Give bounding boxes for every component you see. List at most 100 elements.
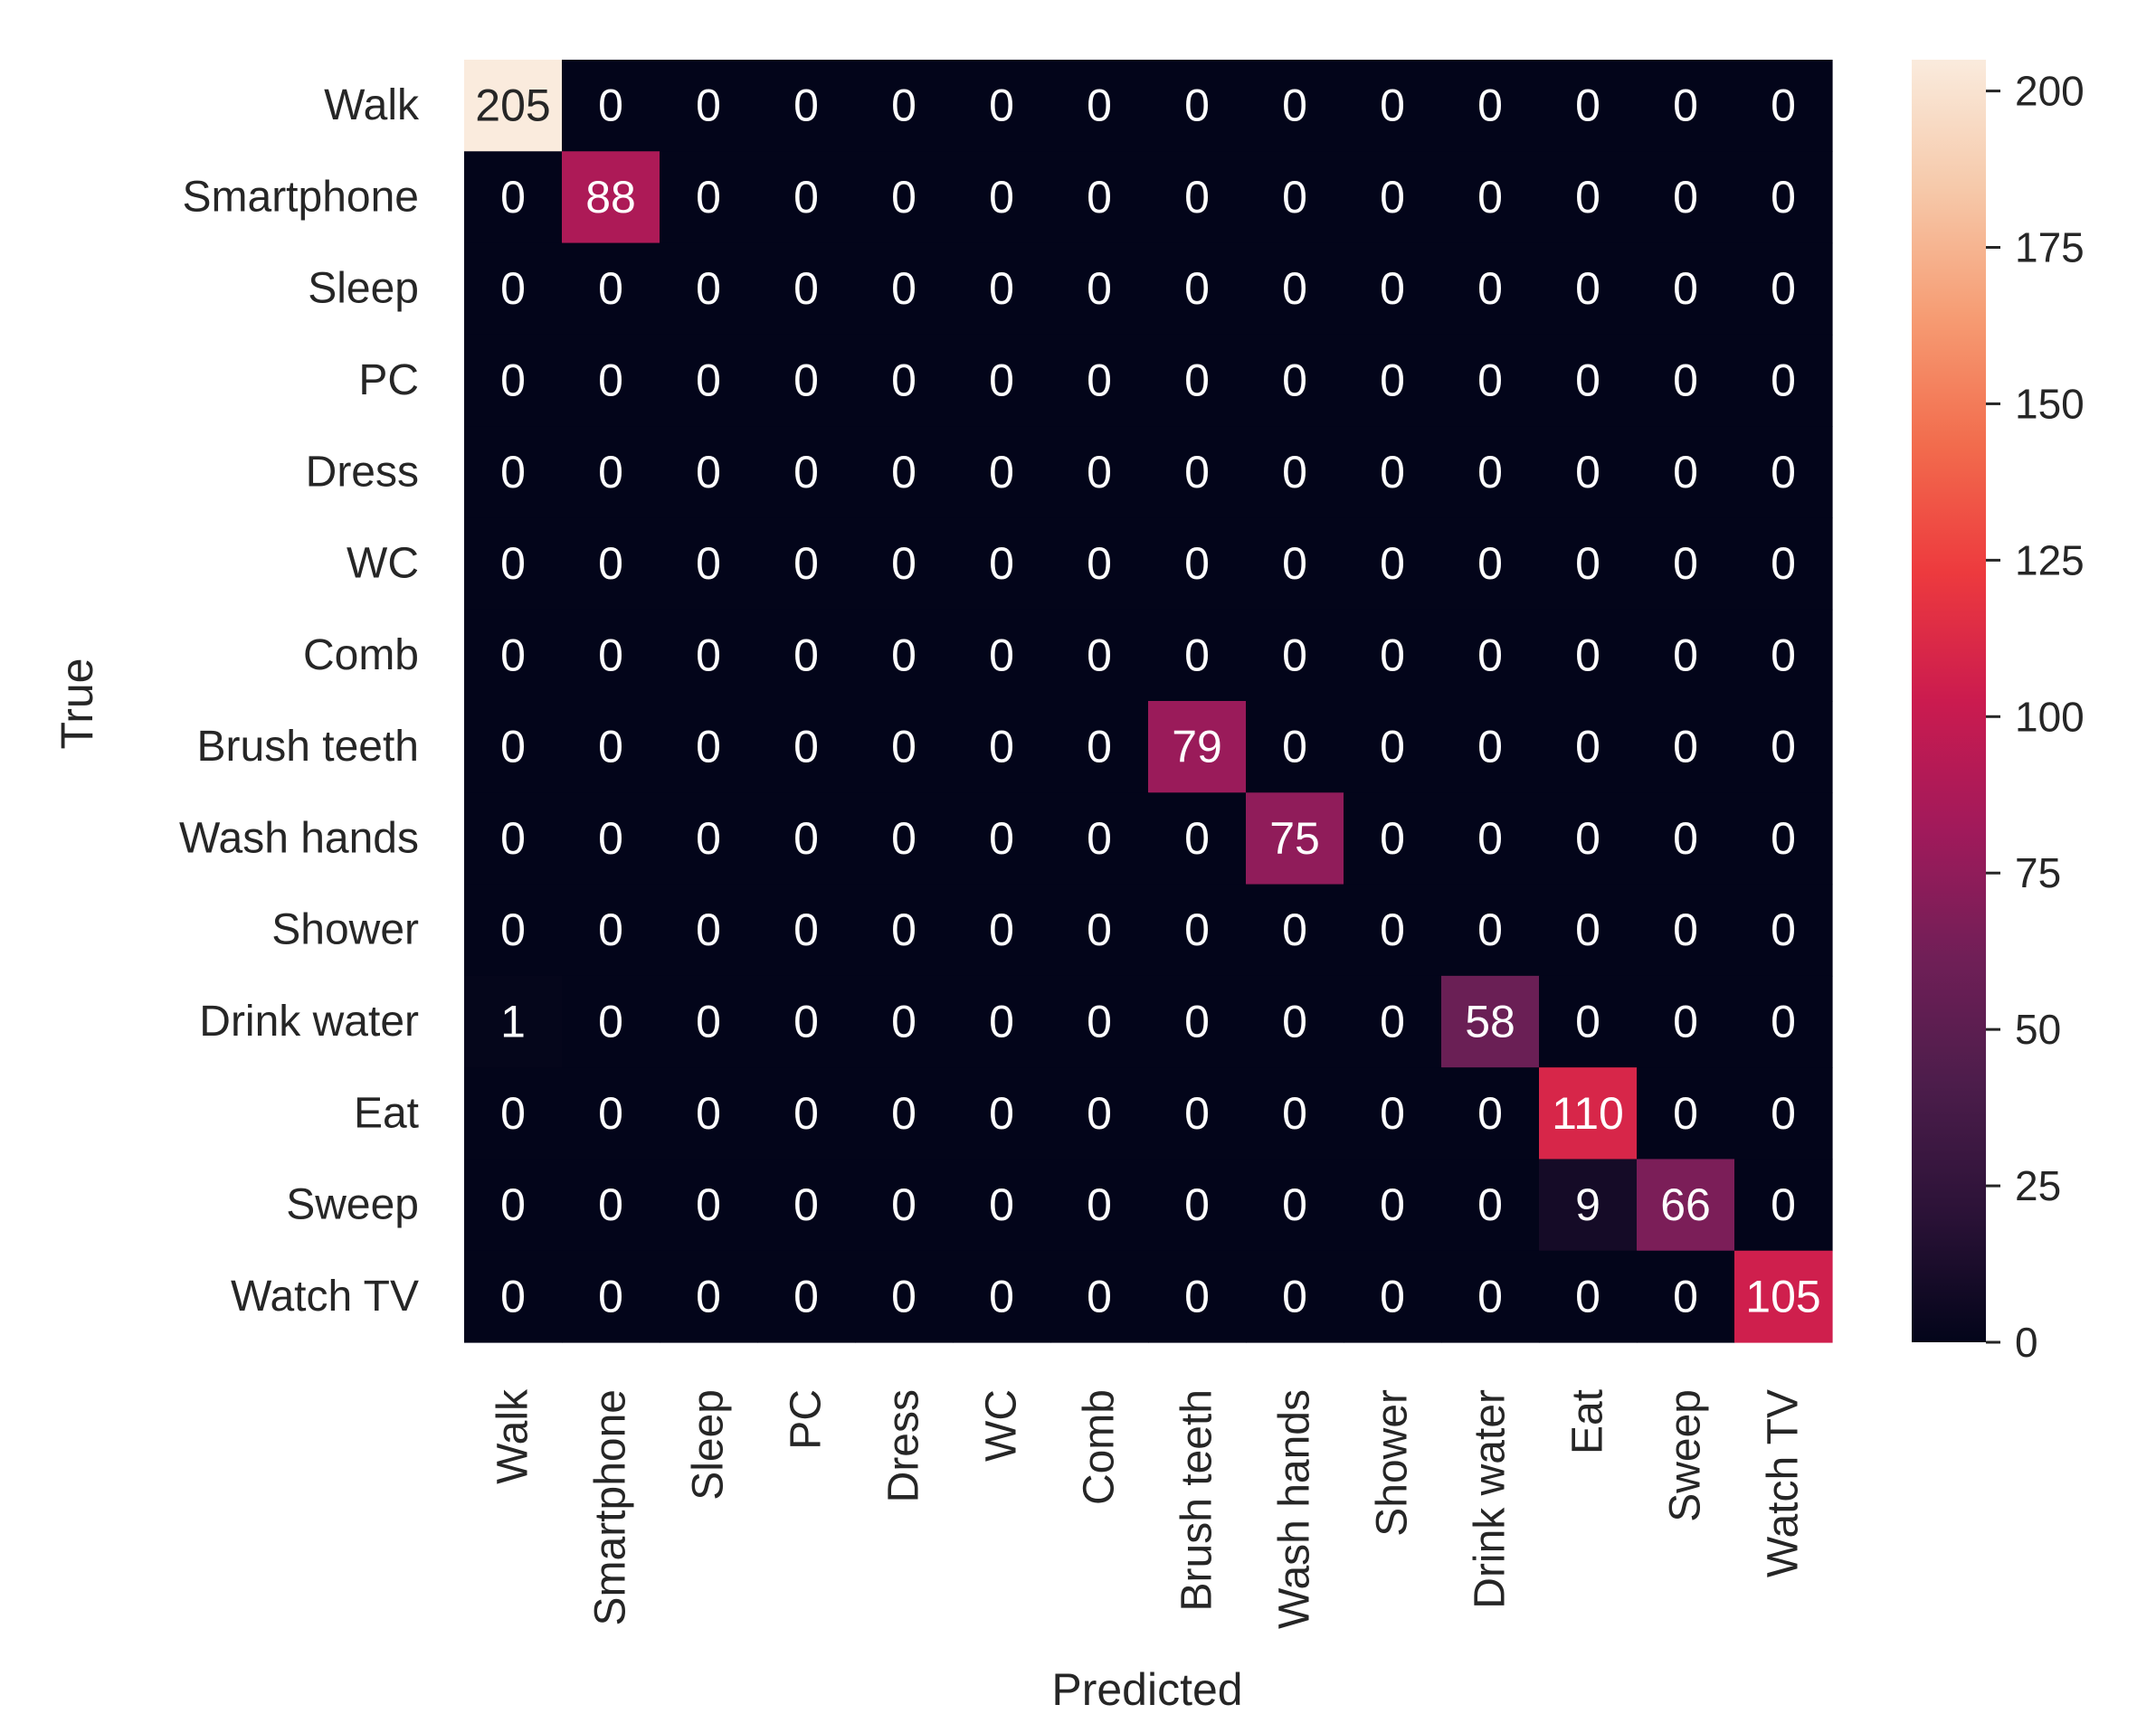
cell-value-label: 58 bbox=[1465, 997, 1515, 1047]
heatmap-cell bbox=[1539, 884, 1638, 977]
cell-value-label: 0 bbox=[500, 263, 526, 314]
heatmap-cell bbox=[953, 792, 1051, 885]
heatmap-cell bbox=[1637, 1159, 1735, 1252]
heatmap-cell bbox=[1734, 609, 1833, 702]
cell-value-label: 0 bbox=[989, 997, 1014, 1047]
cell-value-label: 0 bbox=[989, 813, 1014, 864]
colorbar-tick-label: 200 bbox=[2015, 68, 2085, 115]
heatmap-cell bbox=[562, 975, 660, 1068]
heatmap-cell bbox=[855, 1159, 954, 1252]
cell-value-label: 0 bbox=[989, 80, 1014, 131]
heatmap-cell bbox=[464, 1067, 563, 1160]
cell-value-label: 0 bbox=[696, 997, 721, 1047]
heatmap-cell bbox=[1637, 60, 1735, 152]
heatmap-cell bbox=[562, 426, 660, 519]
heatmap-cell bbox=[1539, 151, 1638, 244]
heatmap-cell bbox=[855, 151, 954, 244]
cell-value-label: 0 bbox=[500, 1088, 526, 1139]
cell-value-label: 0 bbox=[793, 997, 819, 1047]
cell-value-label: 0 bbox=[891, 904, 917, 955]
row-tick-label: Eat bbox=[354, 1089, 419, 1137]
heatmap-cell bbox=[1344, 884, 1442, 977]
cell-value-label: 0 bbox=[1380, 1179, 1405, 1230]
cell-value-label: 0 bbox=[891, 1271, 917, 1321]
cell-value-label: 0 bbox=[1282, 722, 1307, 772]
cell-value-label: 0 bbox=[696, 1271, 721, 1321]
colorbar-tick-label: 50 bbox=[2015, 1006, 2061, 1053]
heatmap-cell bbox=[855, 334, 954, 427]
heatmap-cell bbox=[660, 1159, 758, 1252]
cell-value-label: 0 bbox=[1380, 722, 1405, 772]
cell-value-label: 0 bbox=[696, 722, 721, 772]
column-tick-label: Brush teeth bbox=[1173, 1389, 1221, 1611]
heatmap-cell bbox=[953, 701, 1051, 793]
heatmap-cell bbox=[1344, 975, 1442, 1068]
cell-value-label: 9 bbox=[1575, 1179, 1600, 1230]
cell-value-label: 0 bbox=[1673, 263, 1698, 314]
colorbar-tick-label: 75 bbox=[2015, 849, 2061, 896]
cell-value-label: 0 bbox=[891, 263, 917, 314]
heatmap-cell bbox=[1734, 151, 1833, 244]
cell-value-label: 0 bbox=[1282, 263, 1307, 314]
cell-value-label: 0 bbox=[1087, 813, 1112, 864]
heatmap-cell bbox=[464, 426, 563, 519]
colorbar-ticks: 0 25 50 75 100 125 150 175 200 bbox=[1986, 68, 2085, 1366]
heatmap-cell bbox=[464, 151, 563, 244]
heatmap-cell bbox=[464, 884, 563, 977]
cell-value-label: 0 bbox=[793, 538, 819, 589]
colorbar bbox=[1912, 60, 1986, 1342]
heatmap-cell bbox=[757, 426, 856, 519]
heatmap-cell bbox=[1734, 1159, 1833, 1252]
cell-value-label: 0 bbox=[598, 1088, 623, 1139]
heatmap-cell bbox=[757, 1067, 856, 1160]
heatmap-cell bbox=[1148, 334, 1247, 427]
heatmap-cell bbox=[757, 60, 856, 152]
heatmap-cell bbox=[855, 426, 954, 519]
cell-value-label: 0 bbox=[1282, 538, 1307, 589]
column-labels: Walk Smartphone Sleep PC Dress WC Comb Brush te… bbox=[489, 1388, 1808, 1629]
heatmap-cell bbox=[1050, 792, 1149, 885]
cell-value-label: 0 bbox=[1477, 447, 1503, 497]
row-labels: Walk Smartphone Sleep PC Dress WC Comb Brush te… bbox=[179, 81, 420, 1321]
heatmap-cell bbox=[1539, 426, 1638, 519]
cell-value-label: 0 bbox=[891, 1179, 917, 1230]
cell-value-label: 0 bbox=[696, 172, 721, 223]
heatmap-cell bbox=[1148, 701, 1247, 793]
cell-value-label: 0 bbox=[1184, 1179, 1210, 1230]
heatmap-cell bbox=[1637, 151, 1735, 244]
heatmap-cell bbox=[1539, 792, 1638, 885]
cell-value-label: 0 bbox=[696, 630, 721, 680]
cell-value-label: 0 bbox=[793, 355, 819, 406]
cell-value-label: 0 bbox=[1282, 904, 1307, 955]
cell-value-label: 0 bbox=[1673, 1088, 1698, 1139]
column-tick-label: Eat bbox=[1564, 1389, 1612, 1454]
heatmap-cell bbox=[757, 151, 856, 244]
heatmap-cell bbox=[1246, 1250, 1344, 1343]
cell-value-label: 0 bbox=[696, 263, 721, 314]
cell-value-label: 0 bbox=[989, 538, 1014, 589]
heatmap-cell bbox=[1148, 792, 1247, 885]
cell-value-label: 0 bbox=[598, 538, 623, 589]
cell-value-label: 0 bbox=[1477, 722, 1503, 772]
heatmap-cell bbox=[1246, 1067, 1344, 1160]
cell-value-label: 75 bbox=[1269, 813, 1320, 864]
heatmap-cell bbox=[1637, 609, 1735, 702]
heatmap-cell bbox=[1246, 1159, 1344, 1252]
cell-value-label: 0 bbox=[989, 1088, 1014, 1139]
heatmap-cell bbox=[660, 975, 758, 1068]
row-tick-label: Wash hands bbox=[179, 814, 419, 862]
cell-value-label: 0 bbox=[1380, 904, 1405, 955]
cell-value-label: 0 bbox=[598, 630, 623, 680]
cell-value-label: 0 bbox=[1575, 172, 1600, 223]
heatmap-cell bbox=[855, 884, 954, 977]
cell-value-label: 0 bbox=[1477, 263, 1503, 314]
heatmap-cell bbox=[1246, 60, 1344, 152]
column-tick-label: PC bbox=[783, 1389, 831, 1450]
heatmap-cell bbox=[855, 1067, 954, 1160]
heatmap-cell bbox=[1637, 1067, 1735, 1160]
cell-value-label: 0 bbox=[598, 1179, 623, 1230]
cell-value-label: 0 bbox=[1575, 538, 1600, 589]
cell-value-label: 0 bbox=[793, 172, 819, 223]
heatmap-cell bbox=[1441, 975, 1540, 1068]
heatmap-cell bbox=[757, 334, 856, 427]
